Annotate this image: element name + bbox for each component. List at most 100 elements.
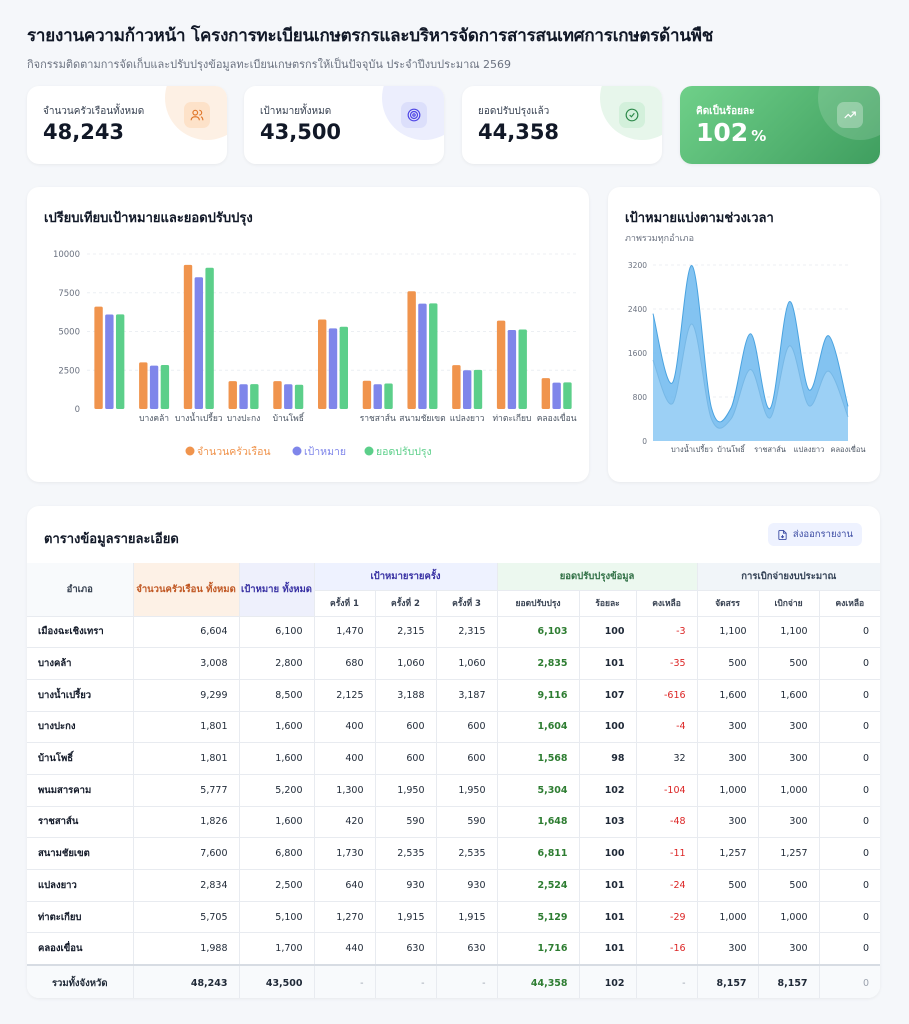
total-cell: 8,157 [758, 963, 820, 998]
bar [160, 365, 170, 409]
table-cell: 600 [375, 711, 437, 744]
bar [407, 291, 416, 409]
bar [228, 381, 237, 409]
x-tick-label: บ้านโพธิ์ [717, 444, 746, 454]
table-cell: 590 [436, 806, 498, 839]
total-cell: 0 [819, 963, 880, 998]
amphoe-cell: เมืองฉะเชิงเทรา [27, 616, 134, 649]
total-cell: - [375, 963, 437, 998]
table-cell: 101 [579, 869, 637, 902]
y-tick-label: 0 [75, 405, 80, 415]
bar [328, 328, 338, 409]
header-households: จำนวนครัวเรือน ทั้งหมด [133, 563, 240, 617]
stat-label: คิดเป็นร้อยละ [696, 106, 755, 117]
table-cell: 2,315 [375, 616, 437, 649]
bar [462, 370, 472, 409]
table-cell: 2,524 [497, 869, 580, 902]
table-cell: 1,100 [758, 616, 820, 649]
bar [194, 277, 204, 409]
header-update-group: ยอดปรับปรุงข้อมูล [497, 563, 698, 591]
table-cell: 5,304 [497, 774, 580, 807]
table-cell: 1,060 [436, 647, 498, 680]
table-cell: 1,000 [697, 774, 759, 807]
table-cell: 1,000 [758, 774, 820, 807]
y-tick-label: 7500 [58, 289, 80, 299]
header-budget-group: การเบิกจ่ายงบประมาณ [697, 563, 880, 591]
bar [318, 319, 327, 409]
total-cell: 102 [579, 963, 637, 998]
stat-value: 102% [696, 118, 766, 147]
table-row: เมืองฉะเชิงเทรา 6,604 6,100 1,470 2,315 2,315… [27, 616, 880, 649]
table-cell: 300 [697, 711, 759, 744]
header-round-group: เป้าหมายรายครั้ง [314, 563, 498, 591]
detail-table: อำเภอ จำนวนครัวเรือน ทั้งหมด เป้าหมาย ทั… [27, 563, 880, 998]
area-fill [653, 324, 848, 441]
table-cell: 5,129 [497, 901, 580, 934]
amphoe-cell: คลองเขื่อน [27, 932, 134, 966]
total-row: รวมทั้งจังหวัด 48,243 43,500 - - - 44,35… [27, 963, 880, 998]
table-cell: -3 [636, 616, 698, 649]
table-cell: 2,834 [133, 869, 240, 902]
total-cell: 8,157 [697, 963, 759, 998]
percent-unit: % [751, 127, 767, 145]
table-cell: 0 [819, 901, 880, 934]
y-tick-label: 1600 [628, 349, 647, 358]
table-cell: 1,700 [239, 932, 315, 966]
legend-marker [185, 446, 195, 456]
legend-marker [364, 446, 374, 456]
y-tick-label: 2400 [628, 305, 647, 314]
table-cell: 9,116 [497, 679, 580, 712]
table-row: สนามชัยเขต 7,600 6,800 1,730 2,535 2,535 6,811… [27, 837, 880, 870]
table-cell: 2,500 [239, 869, 315, 902]
legend-label: จำนวนครัวเรือน [197, 445, 271, 458]
bar [496, 320, 506, 409]
table-cell: 500 [758, 647, 820, 680]
bar [115, 314, 125, 409]
export-report-button[interactable]: ส่งออกรายงาน [767, 523, 862, 546]
table-cell: 500 [758, 869, 820, 902]
table-cell: 107 [579, 679, 637, 712]
table-cell: -35 [636, 647, 698, 680]
table-cell: 1,915 [436, 901, 498, 934]
x-tick-label: สนามชัยเขต [399, 414, 445, 424]
table-cell: 100 [579, 837, 637, 870]
table-cell: 6,604 [133, 616, 240, 649]
table-cell: 300 [758, 932, 820, 966]
table-cell: 500 [697, 869, 759, 902]
table-cell: 930 [375, 869, 437, 902]
bar [473, 369, 483, 409]
bar [183, 264, 193, 409]
table-cell: 2,315 [436, 616, 498, 649]
table-cell: 0 [819, 837, 880, 870]
header-round-3: ครั้งที่ 3 [436, 590, 498, 617]
amphoe-cell: ท่าตะเกียบ [27, 901, 134, 934]
table-cell: 0 [819, 711, 880, 744]
header-remaining: คงเหลือ [636, 590, 698, 617]
y-tick-label: 800 [633, 393, 648, 402]
x-tick-label: คลองเขื่อน [830, 444, 865, 454]
table-cell: 5,777 [133, 774, 240, 807]
table-cell: 630 [436, 932, 498, 966]
table-cell: 420 [314, 806, 376, 839]
table-cell: 6,100 [239, 616, 315, 649]
table-cell: 6,800 [239, 837, 315, 870]
bar [507, 329, 517, 409]
table-cell: 1,950 [375, 774, 437, 807]
table-cell: 1,257 [758, 837, 820, 870]
table-cell: 1,257 [697, 837, 759, 870]
table-cell: -24 [636, 869, 698, 902]
table-cell: 3,188 [375, 679, 437, 712]
table-cell: 1,300 [314, 774, 376, 807]
area-chart: 0 800 1600 2400 3200 บางน้ำเปรี้ยว บ้านโพธิ์ รา… [628, 261, 866, 454]
stat-label: จำนวนครัวเรือนทั้งหมด [43, 106, 145, 117]
table-cell: 300 [697, 932, 759, 966]
table-cell: 680 [314, 647, 376, 680]
table-cell: 1,600 [239, 806, 315, 839]
file-download-icon [778, 529, 787, 540]
trend-up-icon [837, 102, 863, 128]
table-row: คลองเขื่อน 1,988 1,700 440 630 630 1,716 101 -16… [27, 932, 880, 966]
table-cell: 0 [819, 616, 880, 649]
check-circle-icon [619, 102, 645, 128]
table-row: พนมสารคาม 5,777 5,200 1,300 1,950 1,950 5,304 1… [27, 774, 880, 807]
table-cell: 1,988 [133, 932, 240, 966]
